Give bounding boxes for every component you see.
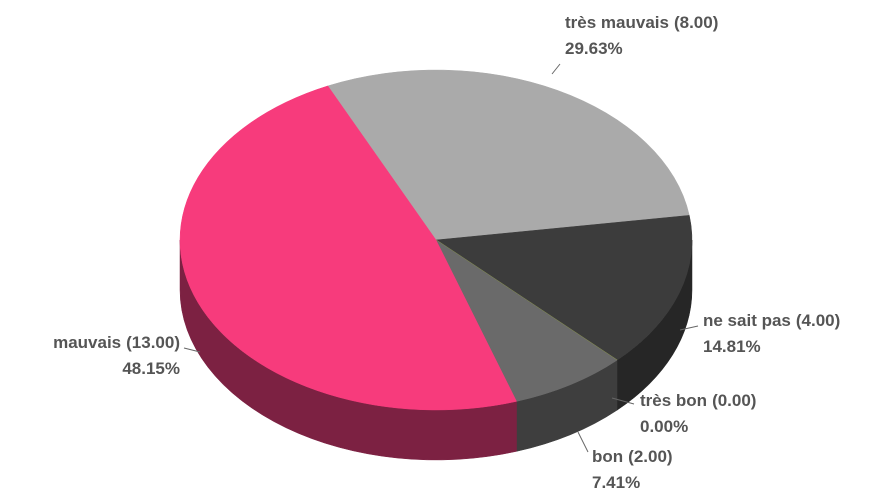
category-label: bon	[592, 447, 623, 466]
value-label: (0.00)	[712, 391, 756, 410]
category-label: ne sait pas	[703, 311, 791, 330]
leader-line	[183, 347, 201, 353]
slice-label: mauvais (13.00)	[53, 333, 180, 352]
value-label: (4.00)	[796, 311, 840, 330]
slice	[435, 239, 618, 402]
value-label: (8.00)	[674, 13, 718, 32]
leader-line	[551, 63, 561, 75]
percent-label: 29.63%	[565, 39, 623, 58]
slice-label: très bon (0.00)	[640, 391, 756, 410]
slice-label: bon (2.00)	[592, 447, 673, 466]
slice	[179, 85, 517, 411]
category-label: très mauvais	[565, 13, 669, 32]
slice	[327, 69, 690, 241]
leader-line	[577, 431, 589, 453]
percent-label: 0.00%	[640, 417, 688, 436]
percent-label: 48.15%	[122, 359, 180, 378]
leader-line	[679, 325, 699, 331]
value-label: (13.00)	[126, 333, 180, 352]
category-label: très bon	[640, 391, 707, 410]
value-label: (2.00)	[628, 447, 672, 466]
slice-label: très mauvais (8.00)	[565, 13, 718, 32]
slice-label: ne sait pas (4.00)	[703, 311, 840, 330]
leader-line	[611, 397, 635, 405]
percent-label: 14.81%	[703, 337, 761, 356]
category-label: mauvais	[53, 333, 121, 352]
slice	[435, 215, 693, 361]
percent-label: 7.41%	[592, 473, 640, 492]
